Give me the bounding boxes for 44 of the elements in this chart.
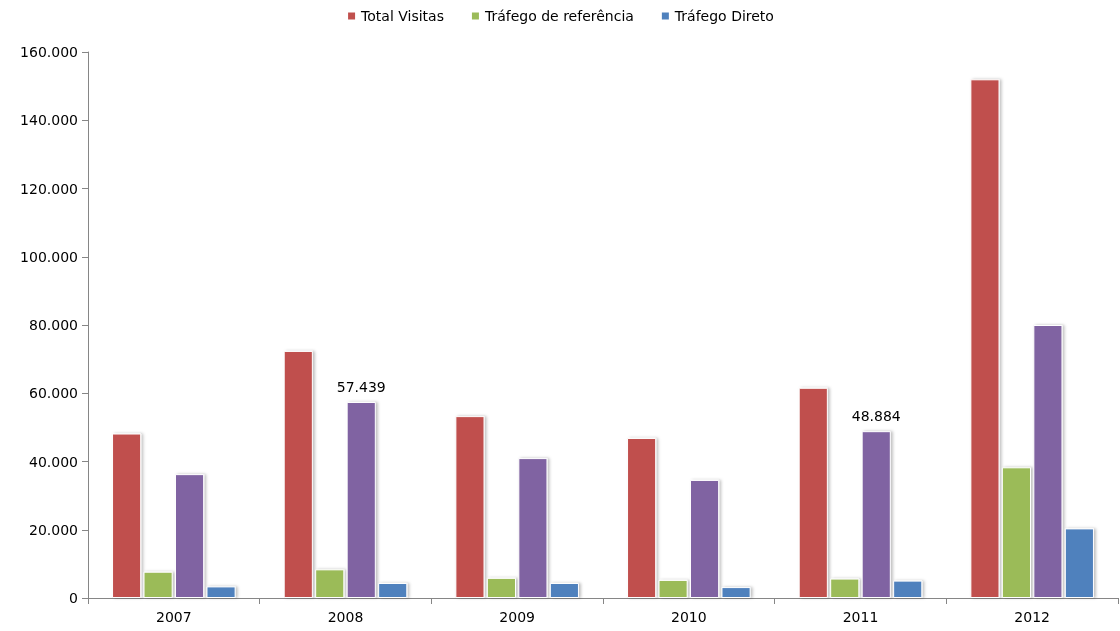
bar xyxy=(518,458,548,598)
y-tick-label: 20.000 xyxy=(29,521,78,538)
y-tick-label: 60.000 xyxy=(29,385,78,402)
y-tick-label: 140.000 xyxy=(20,112,78,129)
bar xyxy=(346,401,376,598)
bar xyxy=(143,571,173,598)
bar xyxy=(549,582,579,598)
x-tick-label: 2008 xyxy=(327,609,364,625)
bar xyxy=(486,577,516,598)
bar xyxy=(378,582,408,598)
legend-label: Total Visitas xyxy=(360,8,444,24)
bar xyxy=(112,433,142,598)
bar xyxy=(830,578,860,598)
bar xyxy=(690,479,720,598)
x-tick-label: 2007 xyxy=(156,609,192,625)
y-tick-label: 80.000 xyxy=(29,317,78,333)
bar xyxy=(721,587,751,598)
y-tick-label: 40.000 xyxy=(29,453,78,470)
bar xyxy=(315,569,345,598)
bar xyxy=(1033,325,1063,598)
bar xyxy=(455,416,485,598)
bar xyxy=(970,79,1000,598)
bar xyxy=(206,586,236,598)
x-tick-label: 2009 xyxy=(499,609,535,625)
bar xyxy=(861,431,891,598)
bar xyxy=(893,580,923,598)
bar xyxy=(658,579,688,598)
x-tick-label: 2012 xyxy=(1014,609,1050,625)
bar xyxy=(175,474,205,598)
data-label: 57.439 xyxy=(336,378,386,395)
bar xyxy=(283,350,313,598)
legend-label: Tráfego de referência xyxy=(483,8,634,24)
x-tick-label: 2011 xyxy=(842,609,879,625)
data-label: 48.884 xyxy=(851,408,901,425)
bar xyxy=(1001,467,1031,598)
y-tick-label: 160.000 xyxy=(20,44,78,60)
y-tick-label: 0 xyxy=(69,590,78,606)
y-tick-label: 120.000 xyxy=(20,180,78,197)
bar xyxy=(1064,528,1094,598)
legend-label: Tráfego Direto xyxy=(673,8,774,24)
x-tick-label: 2010 xyxy=(671,609,707,625)
bar xyxy=(627,437,657,598)
y-tick-label: 100.000 xyxy=(20,248,78,265)
bar xyxy=(798,387,828,598)
